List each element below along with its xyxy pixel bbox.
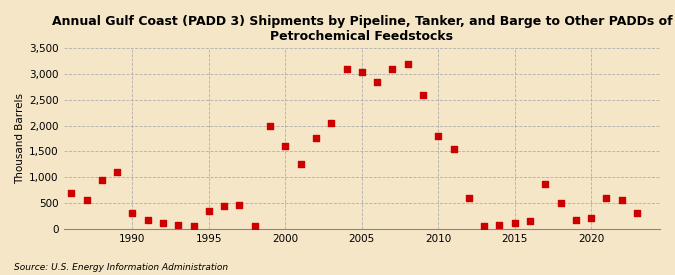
Point (310, 136, 321, 141)
Point (97, 177, 107, 182)
Point (510, 221, 520, 226)
Point (479, 224, 489, 228)
Point (219, 204, 230, 209)
Point (66, 190, 77, 195)
Point (556, 201, 566, 205)
Point (418, 92, 429, 97)
Y-axis label: Thousand Barrels: Thousand Barrels (15, 93, 25, 184)
Point (464, 196, 475, 200)
Point (341, 67, 352, 71)
Point (112, 170, 123, 174)
Point (586, 216, 597, 221)
Point (249, 224, 260, 228)
Point (265, 123, 275, 128)
Point (356, 69, 367, 74)
Point (188, 224, 199, 228)
Point (234, 203, 245, 208)
Point (173, 222, 184, 227)
Point (570, 218, 581, 222)
Point (387, 67, 398, 71)
Point (494, 222, 505, 227)
Point (372, 80, 383, 84)
Title: Annual Gulf Coast (PADD 3) Shipments by Pipeline, Tanker, and Barge to Other PAD: Annual Gulf Coast (PADD 3) Shipments by … (51, 15, 672, 43)
Point (81, 198, 92, 202)
Point (601, 196, 612, 200)
Point (280, 144, 291, 148)
Point (616, 198, 627, 202)
Point (433, 134, 443, 138)
Point (524, 219, 535, 223)
Point (326, 121, 337, 125)
Point (540, 182, 551, 186)
Point (632, 211, 643, 215)
Point (142, 218, 153, 222)
Point (448, 147, 459, 151)
Text: Source: U.S. Energy Information Administration: Source: U.S. Energy Information Administ… (14, 263, 227, 272)
Point (204, 208, 215, 213)
Point (158, 221, 169, 226)
Point (295, 162, 306, 166)
Point (127, 211, 138, 215)
Point (402, 62, 413, 66)
